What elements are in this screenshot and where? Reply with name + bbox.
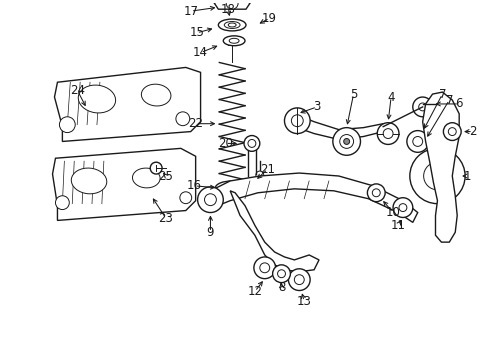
- Text: 10: 10: [385, 206, 400, 219]
- Circle shape: [447, 128, 455, 135]
- Circle shape: [255, 171, 263, 179]
- Polygon shape: [230, 191, 318, 272]
- Circle shape: [253, 257, 275, 279]
- Text: 7: 7: [445, 94, 452, 107]
- Text: 8: 8: [277, 281, 285, 294]
- Text: 12: 12: [247, 285, 262, 298]
- Circle shape: [291, 115, 303, 127]
- Text: 18: 18: [220, 3, 235, 16]
- Circle shape: [277, 270, 285, 278]
- Ellipse shape: [229, 38, 239, 43]
- Circle shape: [392, 198, 412, 217]
- Circle shape: [176, 112, 189, 126]
- Text: 16: 16: [187, 179, 202, 192]
- Text: 2: 2: [468, 125, 476, 138]
- Circle shape: [423, 162, 450, 190]
- Text: 19: 19: [262, 12, 277, 24]
- Text: 21: 21: [260, 163, 275, 176]
- Ellipse shape: [228, 23, 236, 27]
- Circle shape: [406, 131, 427, 152]
- Circle shape: [150, 162, 162, 174]
- Circle shape: [383, 129, 392, 139]
- Circle shape: [288, 269, 309, 291]
- Ellipse shape: [215, 181, 248, 195]
- Polygon shape: [210, 173, 417, 222]
- Circle shape: [197, 187, 223, 212]
- Text: 4: 4: [386, 90, 394, 104]
- Text: 13: 13: [296, 295, 311, 308]
- Circle shape: [284, 108, 309, 134]
- Ellipse shape: [224, 22, 240, 28]
- Polygon shape: [52, 148, 195, 220]
- Circle shape: [226, 0, 238, 9]
- Circle shape: [332, 128, 360, 155]
- Text: 11: 11: [390, 219, 405, 232]
- Ellipse shape: [132, 168, 160, 188]
- Text: 20: 20: [217, 137, 232, 150]
- Circle shape: [412, 97, 432, 117]
- Ellipse shape: [141, 84, 171, 106]
- Circle shape: [412, 136, 422, 147]
- Circle shape: [371, 189, 380, 197]
- Circle shape: [343, 139, 349, 144]
- Ellipse shape: [78, 85, 115, 113]
- Circle shape: [259, 263, 269, 273]
- Text: 9: 9: [206, 226, 214, 239]
- Polygon shape: [214, 0, 249, 9]
- Text: 7: 7: [438, 87, 445, 100]
- Circle shape: [180, 192, 191, 204]
- Circle shape: [398, 204, 406, 212]
- Circle shape: [225, 181, 239, 195]
- Circle shape: [55, 196, 69, 210]
- Circle shape: [247, 139, 255, 147]
- Circle shape: [366, 184, 385, 202]
- Text: 24: 24: [70, 84, 84, 96]
- Polygon shape: [54, 67, 200, 141]
- Circle shape: [294, 275, 304, 285]
- Text: 15: 15: [189, 26, 203, 39]
- Circle shape: [376, 123, 398, 144]
- Ellipse shape: [218, 19, 245, 31]
- Polygon shape: [422, 92, 458, 242]
- Text: 5: 5: [349, 87, 357, 100]
- Circle shape: [418, 103, 426, 111]
- Text: 22: 22: [188, 117, 203, 130]
- Text: 3: 3: [313, 100, 320, 113]
- Text: 25: 25: [158, 170, 173, 183]
- Text: 6: 6: [454, 98, 462, 111]
- Ellipse shape: [223, 36, 244, 46]
- Text: 14: 14: [193, 46, 208, 59]
- Circle shape: [339, 135, 353, 148]
- Circle shape: [60, 117, 75, 132]
- Ellipse shape: [71, 168, 106, 194]
- Circle shape: [443, 123, 460, 140]
- Text: 17: 17: [183, 5, 198, 18]
- Circle shape: [272, 265, 290, 283]
- Circle shape: [244, 135, 259, 151]
- Text: 1: 1: [463, 170, 470, 183]
- Circle shape: [204, 194, 216, 206]
- Text: 23: 23: [158, 212, 173, 225]
- Circle shape: [409, 148, 464, 204]
